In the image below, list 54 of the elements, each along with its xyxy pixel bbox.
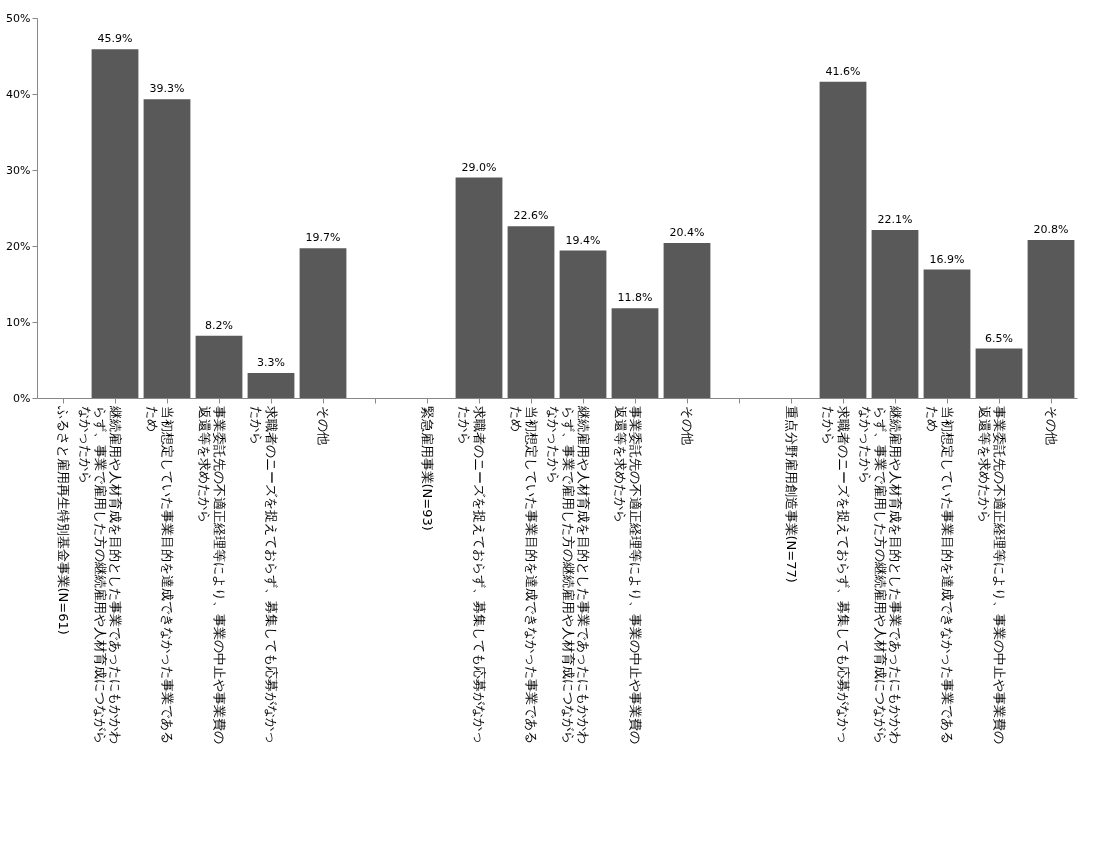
- x-tick-label: 当初想定していた事業目的を達成できなかった事業であるため: [925, 405, 955, 744]
- bar: [143, 99, 191, 398]
- x-tick-label: 求職者のニーズを捉えておらず、募集しても応募がなかったから: [821, 405, 851, 744]
- x-tick-label: 当初想定していた事業目的を達成できなかった事業であるため: [145, 405, 175, 744]
- bar: [923, 269, 971, 398]
- bar: [507, 226, 555, 398]
- x-tick-label: その他: [680, 405, 695, 445]
- data-label: 41.6%: [825, 64, 861, 78]
- y-tick-label: 10%: [6, 315, 31, 329]
- bar: [1027, 239, 1075, 398]
- data-label: 29.0%: [461, 160, 497, 174]
- x-tick-label: 求職者のニーズを捉えておらず、募集しても応募がなかったから: [457, 405, 487, 744]
- x-tick-label: 緊急雇用事業(N=93): [420, 405, 435, 531]
- y-tick-label: 20%: [6, 239, 31, 253]
- data-label: 19.7%: [305, 231, 341, 245]
- bar: [455, 177, 503, 398]
- data-label: 22.1%: [877, 213, 913, 227]
- x-tick-label: 事業委託先の不適正経理等により、事業の中止や事業費の返還等を求めたから: [613, 405, 643, 744]
- y-tick-label: 0%: [13, 391, 31, 405]
- bar: [299, 248, 347, 398]
- data-label: 3.3%: [257, 355, 285, 369]
- bar: [975, 348, 1023, 398]
- data-label: 20.4%: [669, 225, 705, 239]
- data-label: 11.8%: [617, 291, 653, 305]
- data-label: 22.6%: [513, 209, 549, 223]
- bar: [611, 308, 659, 398]
- bar: [871, 230, 919, 398]
- data-label: 19.4%: [565, 233, 601, 247]
- bar: [247, 372, 295, 398]
- x-tick-label: 継続雇用や人材育成を目的とした事業であったにもかかわらず、事業で雇用した方の継続雇用や人材育成につながらなかったから: [546, 404, 591, 744]
- bar: [559, 250, 607, 398]
- data-label: 6.5%: [985, 331, 1013, 345]
- bar: [819, 81, 867, 398]
- bar: [663, 242, 711, 398]
- x-tick-label: 継続雇用や人材育成を目的とした事業であったにもかかわらず、事業で雇用した方の継続雇用や人材育成につながらなかったから: [858, 404, 903, 744]
- x-tick-label: 当初想定していた事業目的を達成できなかった事業であるため: [509, 405, 539, 744]
- x-tick-label: 事業委託先の不適正経理等により、事業の中止や事業費の返還等を求めたから: [977, 405, 1007, 744]
- data-label: 16.9%: [929, 252, 965, 266]
- x-tick-label: その他: [316, 405, 331, 445]
- bar: [91, 49, 139, 398]
- x-tick-label: 重点分野雇用創造事業(N=77): [784, 405, 799, 583]
- x-tick-label: その他: [1044, 405, 1059, 445]
- y-tick-label: 30%: [6, 163, 31, 177]
- data-label: 39.3%: [149, 82, 185, 96]
- y-tick-label: 40%: [6, 87, 31, 101]
- bar: [195, 335, 243, 398]
- x-tick-label: 継続雇用や人材育成を目的とした事業であったにもかかわらず、事業で雇用した方の継続雇用や人材育成につながらなかったから: [78, 404, 123, 744]
- x-tick-label: ふるさと雇用再生特別基金事業(N=61): [56, 404, 71, 635]
- x-tick-label: 事業委託先の不適正経理等により、事業の中止や事業費の返還等を求めたから: [197, 405, 227, 744]
- data-label: 8.2%: [205, 318, 233, 332]
- y-tick-label: 50%: [6, 11, 31, 25]
- x-tick-label: 求職者のニーズを捉えておらず、募集しても応募がなかったから: [249, 405, 279, 744]
- data-label: 20.8%: [1033, 222, 1069, 236]
- data-label: 45.9%: [97, 32, 133, 46]
